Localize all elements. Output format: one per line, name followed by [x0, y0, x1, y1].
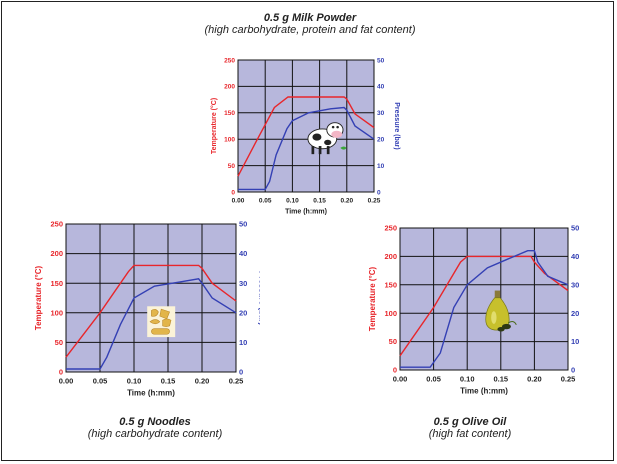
x-tick-label: 0.00 [59, 377, 74, 386]
y-left-tick-label: 200 [224, 84, 235, 91]
y-right-tick-label: 40 [239, 249, 247, 258]
y-right-axis-label: Pressure (bar) [257, 271, 260, 326]
y-right-tick-label: 50 [377, 57, 385, 64]
y-left-tick-label: 100 [384, 309, 397, 318]
y-right-tick-label: 0 [239, 368, 243, 377]
chart-caption-milk: 0.5 g Milk Powder (high carbohydrate, pr… [150, 12, 470, 36]
y-left-tick-label: 0 [231, 189, 235, 196]
y-right-tick-label: 40 [571, 252, 579, 261]
chart-title: 0.5 g Olive Oil [433, 416, 507, 428]
y-left-tick-label: 150 [50, 279, 63, 288]
y-right-tick-label: 40 [377, 84, 385, 91]
chart-olive-oil: 0.00 0.05 0.10 0.15 0.20 0.250501001502002500… [368, 224, 579, 396]
y-left-tick-label: 250 [50, 220, 63, 229]
x-tick-label: 0.15 [161, 377, 176, 386]
y-right-tick-label: 10 [239, 338, 247, 347]
y-right-tick-label: 30 [571, 280, 579, 289]
y-left-axis-label: Temperature (°C) [34, 265, 43, 330]
temperature-series-line [65, 264, 237, 358]
x-tick-label: 0.25 [368, 198, 381, 205]
x-tick-label: 0.05 [93, 377, 108, 386]
x-tick-label: 0.15 [493, 375, 508, 384]
y-right-axis-label: Pressure (bar) [393, 102, 400, 149]
x-tick-label: 0.05 [426, 375, 441, 384]
x-tick-label: 0.20 [195, 377, 210, 386]
chart-noodles: 0.00 0.05 0.10 0.15 0.20 0.250501001502002500… [34, 220, 260, 398]
x-tick-label: 0.10 [127, 377, 142, 386]
y-left-axis-label: Temperature (°C) [368, 266, 377, 331]
pressure-series-line [66, 278, 237, 370]
chart-subtitle: (high fat content) [428, 428, 512, 440]
y-left-tick-label: 100 [50, 308, 63, 317]
chart-title: 0.5 g Noodles [119, 416, 191, 428]
y-left-tick-label: 100 [224, 136, 235, 143]
y-left-tick-label: 250 [384, 224, 397, 233]
chart-caption-olive-oil: 0.5 g Olive Oil (high fat content) [370, 416, 570, 440]
olive-oil-bottle-icon [485, 290, 517, 332]
plot-area [65, 223, 237, 373]
x-axis-label: Time (h:mm) [285, 209, 327, 216]
temperature-series-line [237, 96, 375, 177]
y-right-tick-label: 20 [377, 136, 385, 143]
plot-area [399, 227, 569, 371]
y-right-tick-label: 30 [239, 279, 247, 288]
chart-caption-noodles: 0.5 g Noodles (high carbohydrate content… [50, 416, 260, 440]
x-tick-label: 0.00 [393, 375, 408, 384]
temperature-series-line [399, 255, 569, 357]
y-left-tick-label: 150 [384, 280, 397, 289]
plot-area [237, 59, 375, 193]
x-axis-label: Time (h:mm) [460, 387, 508, 396]
x-tick-label: 0.00 [232, 198, 245, 205]
y-right-tick-label: 10 [377, 163, 385, 170]
x-tick-label: 0.10 [460, 375, 475, 384]
chart-subtitle: (high carbohydrate content) [87, 428, 223, 440]
y-left-tick-label: 50 [228, 163, 236, 170]
y-left-tick-label: 50 [55, 338, 63, 347]
y-right-tick-label: 50 [571, 224, 579, 233]
y-right-tick-label: 0 [377, 189, 381, 196]
y-right-tick-label: 0 [571, 366, 575, 375]
y-left-tick-label: 200 [384, 252, 397, 261]
y-right-tick-label: 10 [571, 337, 579, 346]
chart-subtitle: (high carbohydrate, protein and fat cont… [204, 24, 416, 36]
y-left-tick-label: 250 [224, 57, 235, 64]
cow-icon [307, 122, 347, 155]
chart-title: 0.5 g Milk Powder [263, 12, 357, 24]
y-right-tick-label: 50 [239, 220, 247, 229]
x-tick-label: 0.05 [259, 198, 272, 205]
x-tick-label: 0.15 [313, 198, 326, 205]
x-axis-label: Time (h:mm) [127, 389, 175, 398]
x-tick-label: 0.25 [561, 375, 576, 384]
y-left-tick-label: 50 [389, 337, 397, 346]
y-left-tick-label: 0 [59, 368, 63, 377]
y-right-tick-label: 20 [239, 308, 247, 317]
pasta-icon [147, 306, 176, 338]
y-left-tick-label: 200 [50, 249, 63, 258]
chart-milk-powder: 0.00 0.05 0.10 0.15 0.20 0.25 0 50 100 150 200 250 0… [210, 57, 400, 216]
y-right-tick-label: 20 [571, 309, 579, 318]
x-tick-label: 0.20 [527, 375, 542, 384]
pressure-series-line [400, 250, 569, 368]
y-right-tick-label: 30 [377, 110, 385, 117]
x-tick-label: 0.20 [340, 198, 353, 205]
y-left-tick-label: 150 [224, 110, 235, 117]
y-left-axis-label: Temperature (°C) [210, 98, 218, 154]
x-tick-label: 0.10 [286, 198, 299, 205]
x-tick-label: 0.25 [229, 377, 244, 386]
pressure-series-line [238, 106, 375, 191]
y-left-tick-label: 0 [393, 366, 397, 375]
